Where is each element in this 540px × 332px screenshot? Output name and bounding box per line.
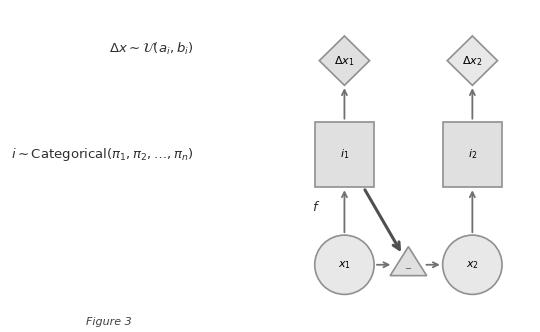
Polygon shape bbox=[390, 247, 427, 276]
Text: $-$: $-$ bbox=[404, 262, 413, 271]
Text: $f$: $f$ bbox=[313, 200, 321, 214]
Text: $x_1$: $x_1$ bbox=[338, 259, 351, 271]
Text: $i \sim \mathrm{Categorical}(\pi_1, \pi_2, \ldots, \pi_n)$: $i \sim \mathrm{Categorical}(\pi_1, \pi_… bbox=[11, 146, 194, 163]
Text: $x_2$: $x_2$ bbox=[466, 259, 479, 271]
Bar bbox=[443, 122, 502, 187]
Text: Figure 3: Figure 3 bbox=[86, 317, 132, 327]
Text: $\Delta x \sim \mathcal{U}(a_i, b_i)$: $\Delta x \sim \mathcal{U}(a_i, b_i)$ bbox=[109, 41, 194, 57]
Ellipse shape bbox=[315, 235, 374, 294]
Ellipse shape bbox=[443, 235, 502, 294]
Text: $\Delta x_1$: $\Delta x_1$ bbox=[334, 54, 355, 67]
Bar bbox=[315, 122, 374, 187]
Polygon shape bbox=[319, 36, 369, 85]
Text: $i_1$: $i_1$ bbox=[340, 148, 349, 161]
Text: $i_2$: $i_2$ bbox=[468, 148, 477, 161]
Polygon shape bbox=[447, 36, 497, 85]
Text: $\Delta x_2$: $\Delta x_2$ bbox=[462, 54, 483, 67]
